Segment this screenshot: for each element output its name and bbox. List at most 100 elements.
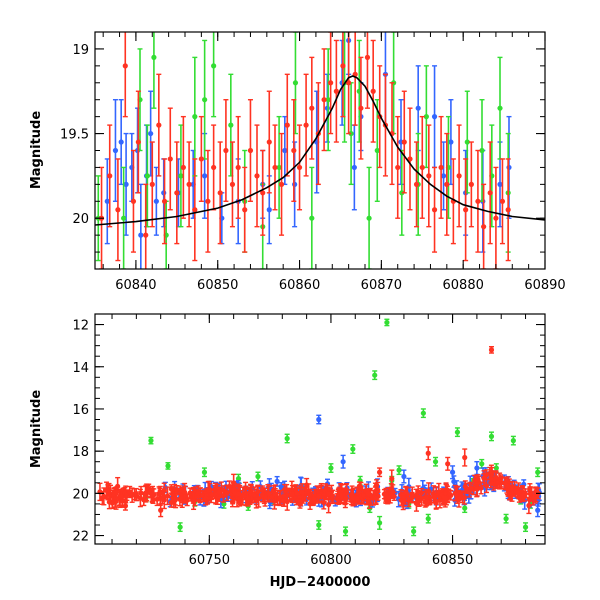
data-point: [365, 487, 371, 500]
data-point: [255, 484, 261, 499]
data-point: [178, 124, 184, 228]
data-point: [186, 141, 192, 228]
data-point: [148, 436, 154, 445]
data-point: [164, 486, 171, 506]
data-point: [510, 435, 516, 446]
y-tick-label: 20: [72, 212, 89, 227]
data-point: [425, 446, 431, 461]
x-tick-label: 60860: [279, 278, 320, 293]
data-point: [409, 486, 415, 503]
data-point: [334, 493, 340, 505]
data-point: [247, 99, 254, 202]
data-point: [242, 481, 249, 495]
data-point: [156, 73, 162, 177]
data-point: [462, 503, 468, 514]
data-point: [349, 485, 355, 503]
x-tick-label: 60870: [361, 278, 402, 293]
data-point: [342, 526, 349, 537]
data-point: [444, 132, 450, 236]
data-point: [167, 107, 173, 211]
data-point: [195, 485, 201, 502]
data-point: [182, 482, 188, 502]
data-point: [161, 158, 168, 245]
data-point: [135, 90, 141, 194]
data-point: [235, 489, 241, 499]
data-point: [192, 158, 198, 262]
data-point: [329, 489, 336, 503]
data-point: [328, 32, 334, 135]
top-axes: 60840 60850 60860 60870 60880 60890 19 19.5 20: [60, 31, 566, 293]
data-point: [187, 487, 193, 499]
data-point: [493, 166, 499, 269]
data-point: [351, 124, 357, 211]
data-point: [297, 496, 303, 507]
data-point: [255, 471, 261, 482]
data-point: [142, 485, 149, 501]
data-point: [403, 485, 409, 498]
data-point: [445, 456, 451, 471]
bottom-panel: 60750 60800 60850 12 14 16 18 20 22 Magnitude HJ…: [29, 313, 546, 590]
data-point: [493, 470, 499, 485]
data-point: [324, 73, 330, 143]
data-point: [303, 73, 309, 177]
data-point: [416, 494, 422, 508]
data-point: [242, 166, 248, 253]
data-point: [358, 481, 364, 493]
y-tick-label: 19: [72, 43, 89, 58]
data-point: [328, 463, 334, 473]
data-point: [363, 483, 369, 499]
data-point: [487, 141, 493, 245]
data-point: [462, 480, 468, 493]
data-point: [527, 483, 533, 495]
y-tick-label: 16: [72, 403, 89, 418]
data-point: [479, 458, 485, 469]
data-point: [373, 491, 379, 506]
data-point: [488, 464, 495, 480]
x-tick-label: 60890: [524, 278, 565, 293]
data-point: [118, 99, 124, 186]
data-point: [488, 346, 495, 354]
data-point: [113, 486, 119, 499]
data-point: [226, 480, 233, 493]
data-point: [535, 503, 541, 518]
data-point: [309, 56, 315, 160]
data-point: [475, 474, 481, 485]
data-point: [454, 427, 461, 438]
data-point: [515, 486, 521, 499]
data-point: [254, 124, 260, 228]
data-point: [144, 124, 150, 228]
data-point: [352, 32, 358, 126]
data-point: [400, 493, 406, 511]
data-point: [266, 485, 272, 502]
data-point: [343, 492, 349, 505]
data-point: [137, 488, 143, 508]
bottom-x-axis-label: HJD−2400000: [270, 575, 371, 590]
data-point: [376, 515, 383, 530]
data-point: [401, 90, 407, 194]
data-point: [122, 501, 129, 511]
data-point: [304, 477, 310, 492]
data-point: [420, 408, 426, 419]
data-point: [442, 490, 448, 506]
data-point: [474, 461, 480, 476]
data-point: [316, 414, 322, 425]
data-point: [370, 39, 376, 143]
data-point: [289, 484, 296, 504]
data-point: [211, 32, 217, 118]
data-point: [376, 467, 383, 478]
data-point: [509, 480, 515, 497]
data-point: [497, 56, 503, 160]
data-point: [310, 496, 316, 507]
data-point: [450, 158, 456, 245]
data-point: [401, 469, 407, 484]
data-point: [211, 124, 217, 211]
y-tick-label: 14: [72, 361, 89, 376]
data-point: [229, 141, 236, 228]
data-point: [190, 492, 197, 511]
data-point: [223, 99, 229, 202]
data-point: [272, 484, 278, 504]
data-point: [174, 141, 180, 245]
data-point: [165, 462, 171, 470]
data-point: [438, 115, 444, 219]
data-point: [121, 166, 127, 269]
